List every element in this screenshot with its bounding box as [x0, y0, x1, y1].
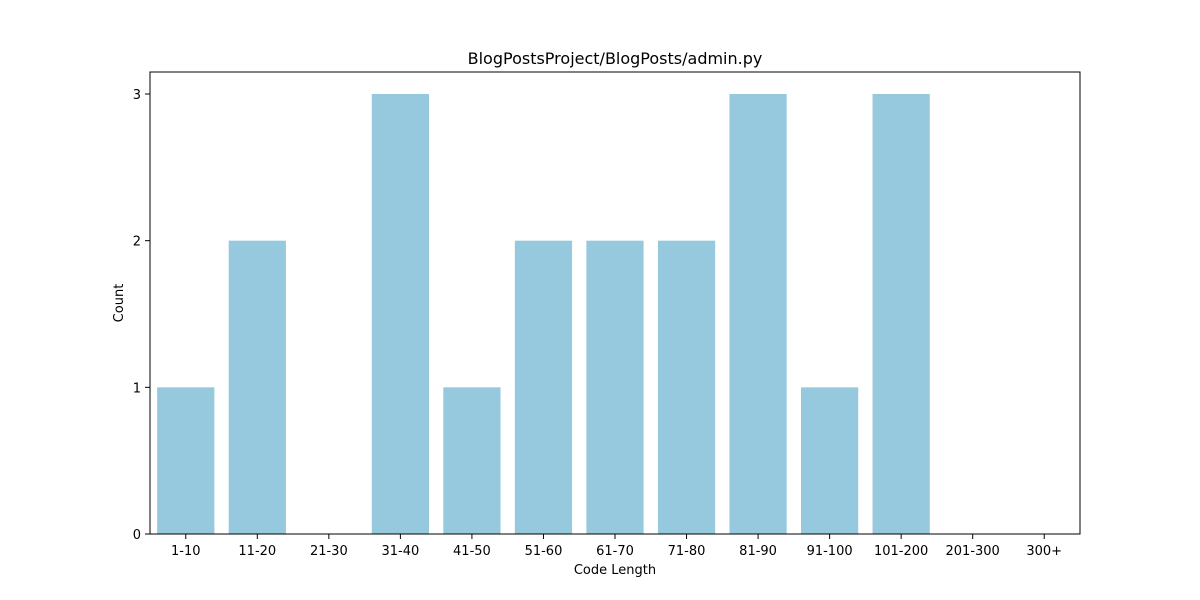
x-tick-label: 101-200: [874, 544, 928, 559]
x-tick-label: 81-90: [739, 544, 777, 559]
y-tick-label: 0: [133, 528, 141, 543]
x-tick-label: 61-70: [596, 544, 634, 559]
x-axis-ticks: 1-10 11-20 21-30 31-40 41-50 51-60 61-70 71-80 8…: [171, 534, 1062, 559]
x-tick-label: 41-50: [453, 544, 491, 559]
bars-group: [157, 94, 930, 534]
x-tick-label: 21-30: [310, 544, 348, 559]
bar-31-40: [371, 94, 429, 534]
x-tick-label: 71-80: [668, 544, 706, 559]
y-axis-label: Count: [112, 284, 127, 323]
x-tick-label: 11-20: [238, 544, 276, 559]
y-axis-ticks: 0 1 2 3: [133, 88, 150, 543]
x-tick-label: 31-40: [381, 544, 419, 559]
bar-41-50: [443, 387, 501, 534]
plot-frame: [149, 71, 1081, 535]
chart-title: BlogPostsProject/BlogPosts/admin.py: [468, 49, 763, 68]
bar-81-90: [729, 94, 787, 534]
bar-91-100: [801, 387, 859, 534]
x-tick-label: 1-10: [171, 544, 201, 559]
y-tick-label: 1: [133, 381, 141, 396]
x-axis-label: Code Length: [574, 563, 656, 578]
bar-51-60: [514, 240, 573, 534]
bar-101-200: [872, 94, 930, 534]
x-tick-label: 201-300: [946, 544, 1000, 559]
bar-11-20: [228, 240, 286, 534]
bar-61-70: [586, 240, 644, 534]
x-tick-label: 300+: [1026, 544, 1062, 559]
bar-71-80: [657, 240, 716, 534]
x-tick-label: 91-100: [807, 544, 853, 559]
x-tick-label: 51-60: [525, 544, 563, 559]
y-tick-label: 2: [133, 235, 141, 250]
y-tick-label: 3: [133, 88, 141, 103]
bar-1-10: [157, 387, 215, 534]
